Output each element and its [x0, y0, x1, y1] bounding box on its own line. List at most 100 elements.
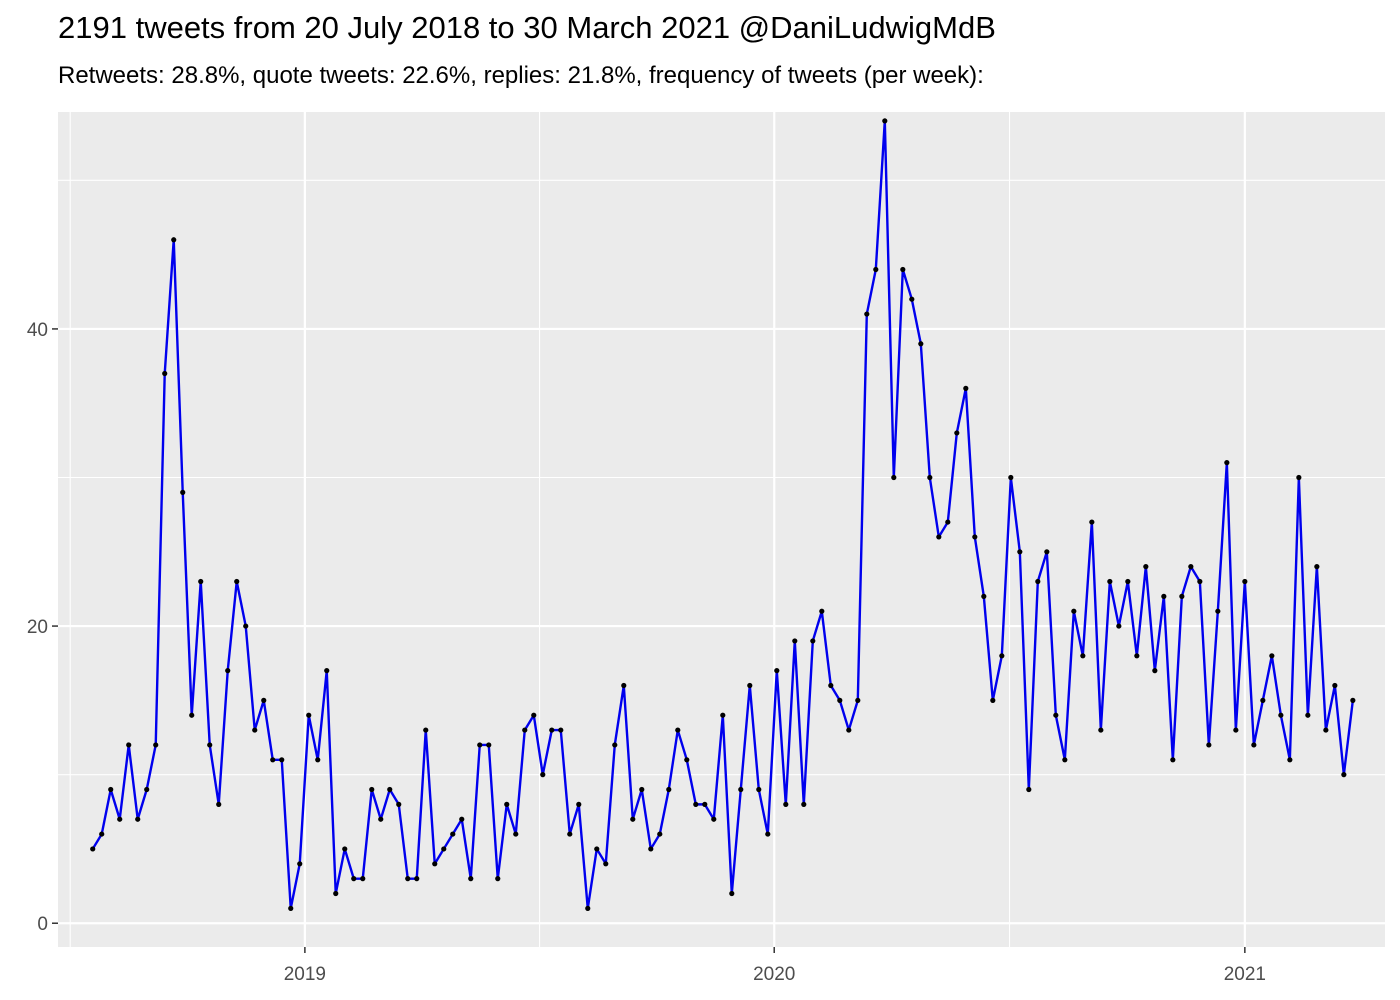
data-point [198, 578, 204, 585]
data-point [585, 905, 591, 911]
data-point [1179, 593, 1185, 599]
data-point [495, 876, 501, 882]
data-point [792, 638, 798, 644]
data-point [567, 831, 573, 837]
data-point [1152, 668, 1158, 674]
data-point [1242, 578, 1248, 585]
data-point [783, 801, 789, 807]
data-point [1314, 564, 1320, 570]
data-point [216, 801, 222, 807]
data-point [1161, 593, 1167, 599]
data-point [225, 668, 231, 674]
data-point [990, 697, 996, 703]
data-point [171, 237, 177, 243]
data-point [135, 816, 141, 822]
data-point [891, 474, 897, 481]
data-point [351, 876, 357, 882]
data-point [270, 757, 276, 763]
data-point [207, 742, 213, 748]
y-tick-label: 0 [37, 914, 48, 935]
data-point [513, 831, 519, 837]
data-point [180, 489, 186, 495]
data-point [873, 266, 879, 273]
data-point [288, 905, 294, 911]
data-point [1098, 727, 1104, 733]
data-point [972, 534, 978, 540]
data-point [1116, 623, 1122, 629]
data-point [936, 534, 942, 540]
data-point [441, 846, 447, 852]
data-point [1170, 757, 1176, 763]
data-point [1125, 578, 1131, 585]
data-point [657, 831, 663, 837]
data-point [711, 816, 717, 822]
data-point [612, 742, 618, 748]
data-point [378, 816, 384, 822]
plot-background [58, 112, 1385, 947]
major-gridlines [58, 112, 1385, 947]
data-point [360, 876, 366, 882]
data-point [117, 816, 123, 822]
data-point [144, 786, 150, 793]
data-point [729, 890, 735, 897]
data-point [315, 757, 321, 763]
data-point [1341, 772, 1347, 778]
data-point [333, 890, 339, 897]
data-point [648, 846, 654, 852]
data-point [1260, 697, 1266, 703]
data-point [387, 786, 393, 793]
data-point [720, 712, 726, 718]
data-point [1296, 474, 1302, 481]
data-point [1206, 742, 1212, 748]
data-point [432, 861, 438, 867]
data-point [639, 786, 645, 793]
data-point [1215, 608, 1221, 614]
data-point [675, 727, 681, 733]
data-point [1233, 727, 1239, 733]
data-point [297, 861, 303, 867]
data-point [1332, 682, 1338, 689]
data-point [90, 846, 96, 852]
data-point [954, 430, 960, 436]
data-point [1035, 578, 1041, 585]
data-point [1224, 460, 1230, 466]
data-point [855, 697, 861, 703]
data-point [1188, 564, 1194, 570]
x-tick-label: 2019 [284, 964, 326, 985]
data-point [324, 668, 330, 674]
data-point [450, 831, 456, 837]
data-point [828, 682, 834, 689]
data-point [1287, 757, 1293, 763]
data-point [1323, 727, 1329, 733]
data-point [621, 682, 627, 689]
data-point [468, 876, 474, 882]
x-tick-label: 2021 [1224, 964, 1266, 985]
data-point [459, 816, 465, 822]
data-point [369, 786, 375, 793]
data-point [1107, 578, 1113, 585]
data-point [1017, 549, 1023, 555]
data-point [162, 370, 168, 377]
data-point [846, 727, 852, 733]
data-point [414, 876, 420, 882]
data-point [738, 786, 744, 793]
data-point [819, 608, 825, 614]
x-tick-label: 2020 [753, 964, 795, 985]
data-point [540, 772, 546, 778]
data-point [243, 623, 249, 629]
data-point [549, 727, 555, 733]
data-point [126, 742, 132, 748]
data-point [558, 727, 564, 733]
data-point [702, 801, 708, 807]
data-point [909, 296, 915, 302]
minor-gridlines [58, 112, 1385, 947]
data-point [504, 801, 510, 807]
data-point [927, 474, 933, 481]
data-point [423, 727, 429, 733]
data-point [189, 712, 195, 718]
data-point [774, 668, 780, 674]
data-point [837, 697, 843, 703]
data-point [261, 697, 267, 703]
data-point [486, 742, 492, 748]
